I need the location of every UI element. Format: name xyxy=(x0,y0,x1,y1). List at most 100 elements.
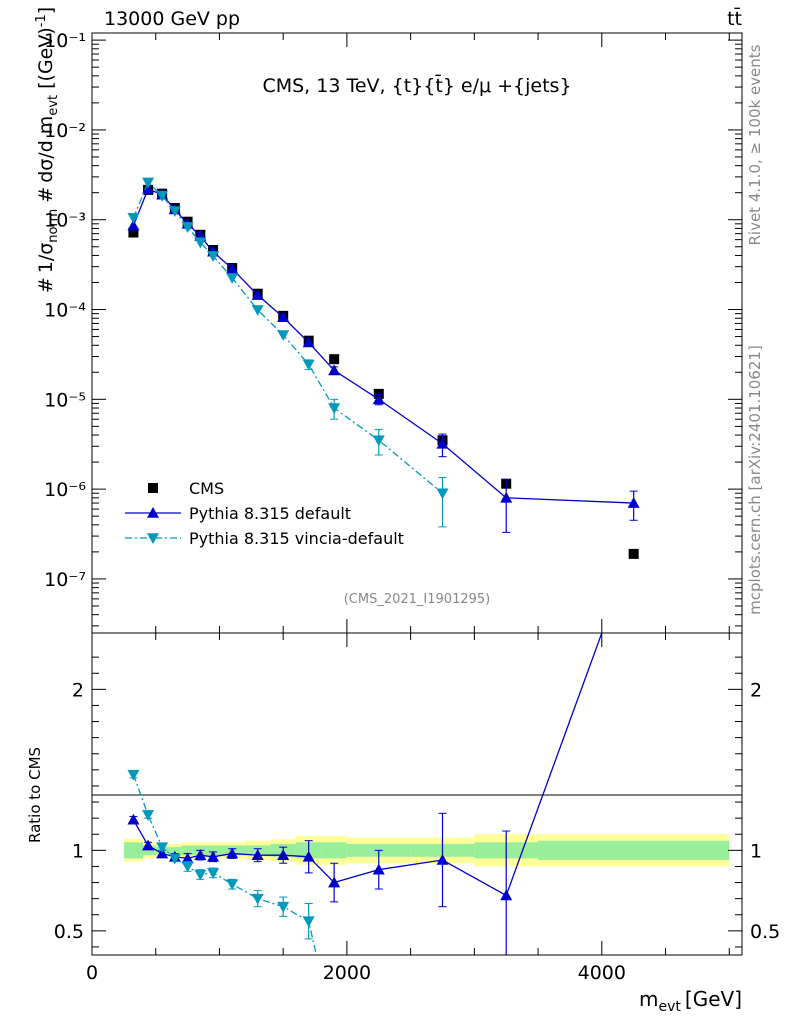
ratio-pythia-8-315-default-point xyxy=(436,854,449,865)
pythia-8-315-vincia-default-point xyxy=(156,190,169,202)
main-ylabel: #1/σnorm#dσ/d mevt[(GeV)-1] xyxy=(34,7,61,293)
main-title: CMS, 13 TeV, {t}{t̄} e/μ +{jets} xyxy=(262,73,571,97)
final-state-label: tt̄ xyxy=(727,6,742,30)
ratio-frame xyxy=(91,632,743,956)
ratio-ytick-label: 0.5 xyxy=(54,921,84,943)
ratio-pythia-8-315-default-point xyxy=(372,863,385,875)
pythia-8-315-vincia-default-point xyxy=(328,403,341,415)
pythia-8-315-vincia-default-point xyxy=(194,237,207,249)
pythia-8-315-vincia-default-point xyxy=(226,273,239,284)
ratio-pythia-8-315-default-point xyxy=(277,849,290,860)
ratio-band-inner xyxy=(142,845,156,856)
main-panel: 10⁻⁷ 10⁻⁶ 10⁻⁵ 10⁻⁴ 10⁻³ 10⁻² 10⁻¹ CMS, 13 TeV… xyxy=(44,30,743,634)
ratio-pythia-8-315-vincia-default-point xyxy=(302,916,315,928)
legend-pythia-8-315-vincia-default-marker xyxy=(147,533,159,544)
pythia-8-315-vincia-default-line xyxy=(132,181,443,494)
ratio-pythia-8-315-default-point xyxy=(302,850,315,862)
ratio-ylabel: Ratio to CMS xyxy=(26,747,44,843)
pythia-8-315-default-point xyxy=(226,262,239,274)
ratio-ytick-label-right: 1 xyxy=(750,840,762,862)
ratio-pythia-8-315-default-point xyxy=(251,849,264,860)
ratio-band-inner xyxy=(321,842,347,859)
main-ytick-label: 10⁻² xyxy=(44,120,86,142)
process-label: 13000 GeV pp xyxy=(104,8,240,30)
x-axis-label: mevt [GeV] xyxy=(639,987,742,1015)
ratio-pythia-8-315-default-point xyxy=(194,849,207,860)
pythia-8-315-default-point xyxy=(277,311,290,323)
ratio-ytick-label: 2 xyxy=(72,679,84,701)
ratio-band-inner xyxy=(168,847,182,854)
pythia-8-315-default-point xyxy=(627,497,640,508)
pythia-8-315-vincia-default-point xyxy=(372,435,385,447)
pythia-8-315-default-point xyxy=(372,393,385,405)
ratio-xtick-label: 2000 xyxy=(323,962,371,984)
ratio-band-inner xyxy=(206,845,220,856)
legend-pythia-8-315-vincia-default-label: Pythia 8.315 vincia-default xyxy=(189,529,404,548)
ratio-pythia-8-315-default-point xyxy=(226,847,239,859)
cms-point xyxy=(628,548,639,559)
ratio-pythia-8-315-vincia-default-point xyxy=(251,893,264,905)
pythia-8-315-default-point xyxy=(500,491,513,503)
ratio-pythia-8-315-default-point xyxy=(500,889,513,901)
ratio-band-inner xyxy=(181,845,194,856)
pythia-8-315-vincia-default-point xyxy=(181,222,194,233)
legend: CMS Pythia 8.315 default Pythia 8.315 vinc… xyxy=(125,479,404,548)
main-ytick-label: 10⁻³ xyxy=(44,210,86,232)
rivet-version-label: Rivet 4.1.0, ≥ 100k events xyxy=(746,44,764,245)
ratio-ytick-label: 1 xyxy=(72,840,84,862)
ratio-pythia-8-315-vincia-default-point xyxy=(207,868,220,879)
pythia-8-315-default-point xyxy=(302,336,315,348)
legend-pythia-8-315-default-marker xyxy=(147,507,159,518)
ratio-pythia-8-315-vincia-default-line xyxy=(132,774,317,955)
cms-point xyxy=(329,354,340,365)
cms-point xyxy=(128,227,139,238)
ratio-pythia-8-315-vincia-default-point xyxy=(226,879,239,891)
ratio-pythia-8-315-vincia-default-point xyxy=(194,869,207,881)
x-axis-label-text: mevt [GeV] xyxy=(639,987,742,1015)
ratio-pythia-8-315-default-point xyxy=(207,850,220,862)
ratio-pythia-8-315-vincia-default-point xyxy=(156,842,169,854)
legend-pythia-8-315-default-label: Pythia 8.315 default xyxy=(189,504,351,523)
ratio-ytick-label-right: 0.5 xyxy=(750,921,780,943)
pythia-8-315-default-point xyxy=(251,289,264,300)
pythia-8-315-vincia-default-point xyxy=(302,359,315,371)
pythia-8-315-vincia-default-point xyxy=(127,213,140,224)
ratio-panel: 0.5 0.5 1 1 2 2 0 2000 4000 xyxy=(54,632,780,984)
ratio-xtick-label: 0 xyxy=(86,962,98,984)
pythia-8-315-default-line xyxy=(132,188,634,504)
ratio-pythia-8-315-default-point xyxy=(142,839,155,851)
main-ylabel-text: #1/σnorm#dσ/d mevt[(GeV)-1] xyxy=(34,7,61,293)
ratio-pythia-8-315-vincia-default-point xyxy=(127,769,140,781)
pythia-8-315-default-point xyxy=(127,219,140,231)
ratio-pythia-8-315-vincia-default-point xyxy=(168,853,181,865)
main-ytick-label: 10⁻¹ xyxy=(44,30,86,52)
pythia-8-315-default-point xyxy=(436,437,449,449)
pythia-8-315-vincia-default-point xyxy=(277,330,290,342)
pythia-8-315-vincia-default-point xyxy=(251,305,264,316)
ratio-band-inner xyxy=(538,840,730,861)
main-ytick-label: 10⁻⁵ xyxy=(44,389,86,411)
ratio-pythia-8-315-default-point xyxy=(127,813,140,825)
ratio-band-inner xyxy=(123,842,143,859)
mcplots-label: mcplots.cern.ch [arXiv:2401.10621] xyxy=(746,345,764,615)
main-ytick-label: 10⁻⁷ xyxy=(44,569,86,591)
ratio-ytick-label-right: 2 xyxy=(750,679,762,701)
analysis-id: (CMS_2021_I1901295) xyxy=(344,592,491,607)
main-ytick-label: 10⁻⁴ xyxy=(44,300,86,322)
ratio-xtick-label: 4000 xyxy=(578,962,626,984)
ratio-pythia-8-315-default-point xyxy=(181,852,194,864)
pythia-8-315-default-point xyxy=(328,364,341,376)
ratio-pythia-8-315-vincia-default-point xyxy=(142,810,155,821)
pythia-8-315-vincia-default-point xyxy=(207,251,220,262)
pythia-8-315-vincia-default-point xyxy=(436,488,449,500)
ratio-pythia-8-315-vincia-default-point xyxy=(181,861,194,873)
legend-cms-marker xyxy=(148,483,158,493)
pythia-8-315-vincia-default-point xyxy=(142,177,155,189)
ratio-pythia-8-315-vincia-default-point xyxy=(277,901,290,913)
pythia-8-315-vincia-default-point xyxy=(168,206,181,218)
ratio-pythia-8-315-default-line xyxy=(132,633,603,897)
main-ytick-label: 10⁻⁶ xyxy=(44,479,86,501)
legend-cms-label: CMS xyxy=(189,479,224,498)
ratio-pythia-8-315-default-point xyxy=(328,876,341,888)
